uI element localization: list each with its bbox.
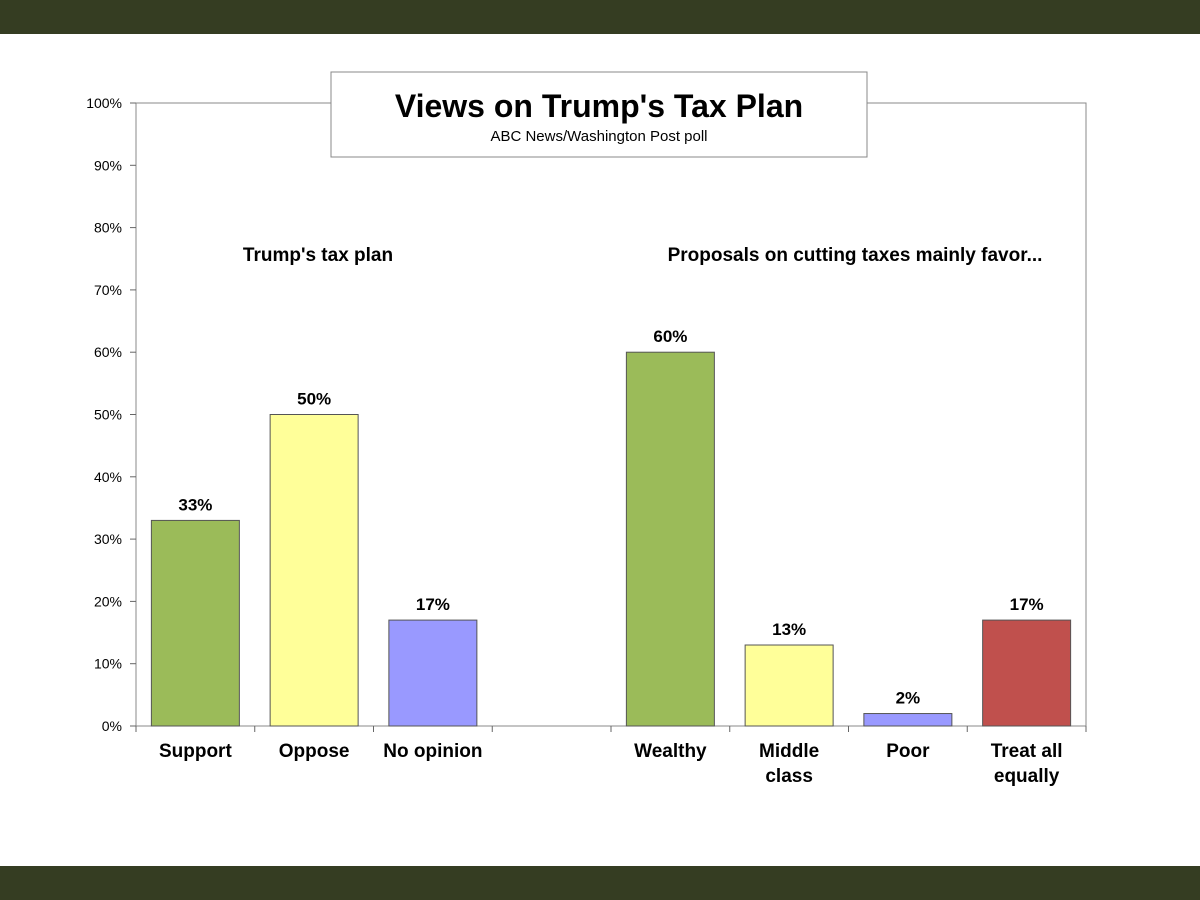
bar bbox=[150, 519, 240, 727]
bar-value-label: 13% bbox=[772, 620, 806, 639]
x-category-label: Support bbox=[159, 741, 232, 762]
bar-value-label: 60% bbox=[653, 327, 687, 346]
y-tick-label: 60% bbox=[94, 344, 122, 360]
chart-title: Views on Trump's Tax Plan bbox=[395, 88, 803, 124]
top-band bbox=[0, 0, 1200, 34]
group-label: Trump's tax plan bbox=[243, 245, 393, 266]
title-box bbox=[330, 71, 868, 158]
y-tick-label: 40% bbox=[94, 469, 122, 485]
x-category-label: Oppose bbox=[279, 741, 350, 762]
bar-value-label: 17% bbox=[416, 595, 450, 614]
y-tick-label: 50% bbox=[94, 407, 122, 423]
y-tick-label: 70% bbox=[94, 282, 122, 298]
bar bbox=[625, 351, 715, 727]
y-tick-label: 20% bbox=[94, 593, 122, 609]
x-category-label: Treat all equally bbox=[991, 741, 1063, 787]
y-tick-label: 0% bbox=[102, 718, 122, 734]
bar-value-label: 2% bbox=[896, 689, 921, 708]
bar-value-label: 17% bbox=[1010, 595, 1044, 614]
x-category-label: No opinion bbox=[383, 741, 482, 762]
y-tick-label: 30% bbox=[94, 531, 122, 547]
bar bbox=[388, 619, 478, 727]
group-label: Proposals on cutting taxes mainly favor.… bbox=[668, 245, 1043, 266]
bottom-band bbox=[0, 866, 1200, 900]
bar bbox=[744, 644, 834, 727]
x-category-label: Middle class bbox=[759, 741, 819, 787]
x-category-label: Wealthy bbox=[634, 741, 707, 762]
bar-value-label: 33% bbox=[178, 495, 212, 514]
chart-subtitle: ABC News/Washington Post poll bbox=[490, 128, 707, 145]
bar-value-label: 50% bbox=[297, 390, 331, 409]
bar bbox=[863, 713, 953, 727]
x-category-label: Poor bbox=[886, 741, 930, 762]
bar bbox=[269, 414, 359, 727]
bar bbox=[982, 619, 1072, 727]
y-tick-label: 90% bbox=[94, 157, 122, 173]
y-tick-label: 10% bbox=[94, 656, 122, 672]
y-tick-label: 80% bbox=[94, 220, 122, 236]
y-tick-label: 100% bbox=[86, 95, 122, 111]
